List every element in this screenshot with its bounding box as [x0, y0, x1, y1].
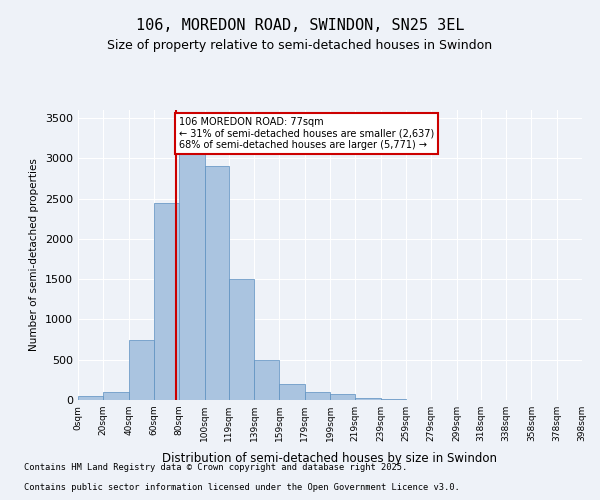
Y-axis label: Number of semi-detached properties: Number of semi-detached properties: [29, 158, 40, 352]
Bar: [78, 396, 103, 400]
Text: Size of property relative to semi-detached houses in Swindon: Size of property relative to semi-detach…: [107, 40, 493, 52]
Bar: [305, 392, 330, 400]
Bar: [254, 360, 280, 400]
Bar: [154, 202, 179, 400]
Bar: [355, 398, 380, 400]
Bar: [103, 392, 128, 400]
Bar: [128, 340, 154, 400]
Bar: [179, 154, 205, 400]
Bar: [229, 279, 254, 400]
Bar: [205, 166, 229, 400]
Bar: [280, 384, 305, 400]
Text: Contains public sector information licensed under the Open Government Licence v3: Contains public sector information licen…: [24, 484, 460, 492]
X-axis label: Distribution of semi-detached houses by size in Swindon: Distribution of semi-detached houses by …: [163, 452, 497, 466]
Text: Contains HM Land Registry data © Crown copyright and database right 2025.: Contains HM Land Registry data © Crown c…: [24, 464, 407, 472]
Bar: [380, 399, 406, 400]
Text: 106 MOREDON ROAD: 77sqm
← 31% of semi-detached houses are smaller (2,637)
68% of: 106 MOREDON ROAD: 77sqm ← 31% of semi-de…: [179, 117, 434, 150]
Bar: [330, 394, 355, 400]
Text: 106, MOREDON ROAD, SWINDON, SN25 3EL: 106, MOREDON ROAD, SWINDON, SN25 3EL: [136, 18, 464, 32]
